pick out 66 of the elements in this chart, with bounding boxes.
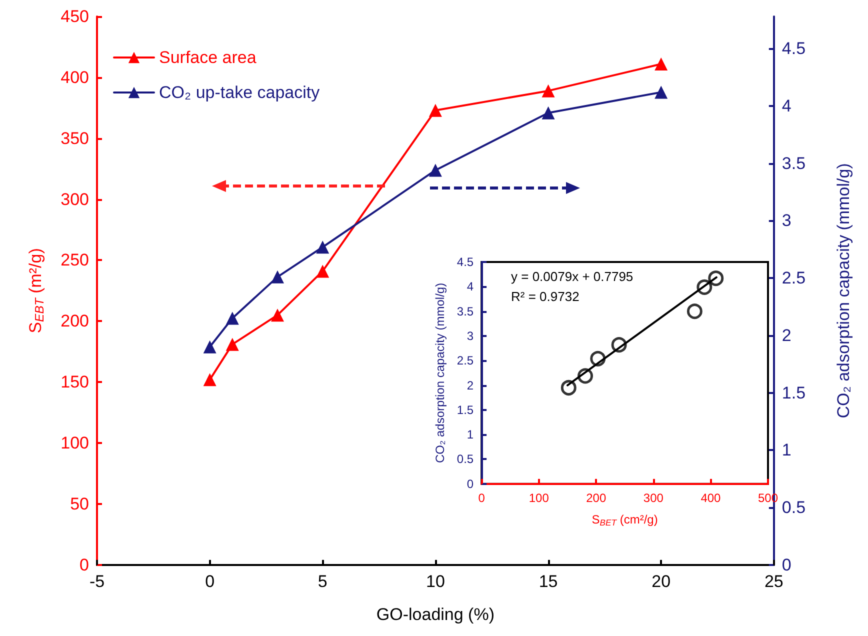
point	[226, 338, 239, 351]
legend-label: Surface area	[159, 48, 257, 67]
y-tick-label: 450	[60, 7, 89, 26]
x-tick-label: 20	[652, 572, 671, 591]
x-tick-label: 0	[205, 572, 215, 591]
x-tick-label: 300	[643, 490, 664, 505]
y-tick-label: 2	[466, 378, 474, 392]
y-tick-label: 0.5	[456, 452, 474, 466]
x-tick-label: 10	[426, 572, 445, 591]
point	[271, 270, 284, 284]
y-tick-label: 3.5	[456, 304, 474, 318]
x-tick-label: 25	[764, 572, 784, 591]
point	[428, 104, 442, 117]
point	[316, 240, 330, 254]
point	[316, 264, 330, 278]
x-tick-label: -5	[89, 572, 105, 591]
y2-tick-label: 3.5	[782, 154, 806, 173]
y2-tick-label: 2.5	[782, 268, 806, 288]
annotation: y = 0.0079x + 0.7795	[511, 269, 634, 284]
y-tick-label: 150	[60, 372, 89, 392]
y-tick-label: 350	[60, 128, 89, 148]
x-tick-label: 0	[478, 490, 486, 505]
y-tick-label: 1	[466, 428, 474, 442]
y-tick-label: 4	[466, 280, 474, 294]
y2-tick-label: 3	[782, 211, 792, 230]
y2-tick-label: 0.5	[782, 498, 806, 518]
legend-label: CO₂ up-take capacity	[159, 83, 320, 102]
x-tick-label: 100	[528, 490, 550, 505]
y-tick-label: 100	[60, 434, 89, 453]
y2-tick-label: 2	[782, 326, 792, 345]
y-tick-label: 4.5	[456, 255, 474, 269]
y2-axis-title: CO₂ adsorption capacity (mmol/g)	[834, 163, 853, 418]
point	[428, 164, 442, 177]
point	[271, 308, 284, 322]
y2-tick-label: 4.5	[782, 39, 806, 58]
x-tick-label: 5	[318, 572, 328, 591]
y-axis-title: CO₂ adsorption capacity (mmol/g)	[433, 282, 447, 463]
y2-tick-label: 1	[782, 440, 792, 460]
y2-tick-label: 0	[782, 555, 792, 574]
point	[226, 312, 239, 325]
y-tick-label: 0	[466, 476, 474, 491]
x-tick-label: 200	[586, 490, 606, 505]
point	[203, 373, 216, 386]
x-tick-label: 15	[538, 572, 558, 591]
y2-tick-label: 4	[782, 96, 792, 116]
point	[654, 58, 668, 71]
y-tick-label: 200	[60, 312, 89, 331]
point	[542, 84, 555, 98]
y-tick-label: 0	[80, 555, 89, 574]
y-tick-label: 400	[60, 68, 89, 87]
point	[542, 106, 555, 120]
y-tick-label: 50	[70, 494, 89, 514]
y-tick-label: 1.5	[456, 402, 474, 417]
annotation: R² = 0.9732	[511, 289, 580, 304]
y-tick-label: 2.5	[456, 354, 474, 368]
y-tick-label: 300	[60, 190, 89, 209]
y-tick-label: 250	[60, 250, 89, 270]
y2-tick-label: 1.5	[782, 383, 806, 402]
x-tick-label: 400	[700, 490, 722, 505]
point	[560, 380, 576, 396]
y-tick-label: 3	[466, 328, 474, 343]
y-axis-title: SEBT (m²/g)	[26, 248, 47, 334]
x-axis-title: GO-loading (%)	[376, 605, 495, 624]
point	[654, 86, 668, 99]
point	[203, 340, 216, 354]
point	[686, 304, 702, 320]
